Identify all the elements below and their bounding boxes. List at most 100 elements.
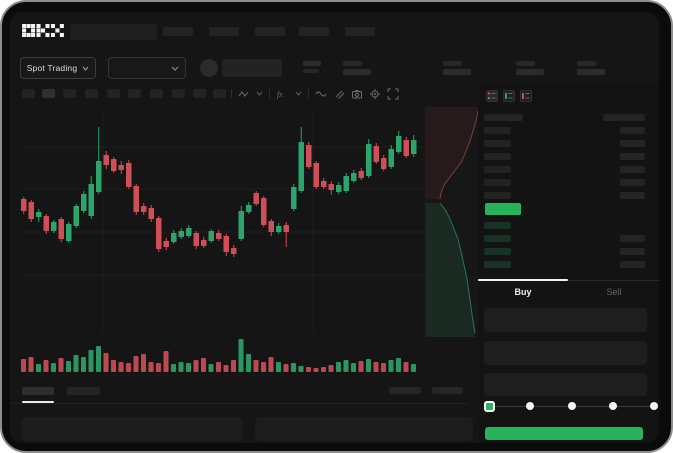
bottom-table-1 (255, 417, 473, 441)
stat-label-0 (343, 61, 362, 66)
price-change-placeholder (303, 69, 319, 73)
orderbook-mode-bids-icon[interactable] (503, 90, 515, 102)
ask-price-0[interactable] (484, 127, 511, 134)
bid-price-0[interactable] (484, 222, 511, 229)
orderbook-col-header-price (484, 114, 523, 121)
search-input[interactable] (70, 24, 157, 40)
slider-step-4[interactable] (650, 402, 658, 410)
bid-amount-3[interactable] (620, 261, 645, 268)
nav-item-4[interactable] (345, 27, 375, 36)
ask-amount-2[interactable] (620, 153, 645, 160)
chevron-down-icon[interactable] (295, 91, 302, 96)
ask-amount-5[interactable] (620, 192, 645, 199)
candle-style-icon[interactable] (238, 88, 250, 100)
bottom-active-tab-indicator (22, 401, 54, 403)
stat-label-3 (577, 61, 596, 66)
orderbook-mode-all-icon[interactable] (486, 90, 498, 102)
ask-amount-4[interactable] (620, 179, 645, 186)
stat-label-2 (516, 61, 535, 66)
tab-sell[interactable]: Sell (606, 287, 622, 297)
stat-value-2 (516, 69, 544, 75)
settings-gear-icon[interactable] (369, 88, 381, 100)
chart-toolbar: fx (231, 87, 399, 100)
buy-button[interactable] (485, 427, 643, 440)
ask-price-1[interactable] (484, 140, 511, 147)
slider-step-0[interactable] (483, 401, 495, 412)
tab-buy[interactable]: Buy (514, 287, 532, 297)
last-price-placeholder (303, 61, 321, 66)
timeframe-button-8[interactable] (193, 89, 206, 98)
buy-tab-active-indicator (478, 279, 568, 281)
ask-price-2[interactable] (484, 153, 511, 160)
bid-price-1[interactable] (484, 235, 511, 242)
timeframe-button-2[interactable] (63, 89, 76, 98)
trade-input-2[interactable] (484, 373, 647, 396)
timeframe-button-5[interactable] (128, 89, 141, 98)
book-all-glyph (488, 92, 496, 99)
chevron-down-icon (82, 66, 89, 71)
bid-price-3[interactable] (484, 261, 511, 268)
bid-price-2[interactable] (484, 248, 511, 255)
nav-item-3[interactable] (299, 27, 329, 36)
chevron-down-icon[interactable] (256, 91, 263, 96)
orderbook-mode-asks-icon[interactable] (520, 90, 532, 102)
market-type-label: Spot Trading (26, 63, 78, 73)
ask-price-5[interactable] (484, 192, 511, 199)
timeframe-button-0[interactable] (22, 89, 35, 98)
ask-amount-0[interactable] (620, 127, 645, 134)
ask-price-4[interactable] (484, 179, 511, 186)
trade-input-1[interactable] (484, 341, 647, 365)
nav-item-0[interactable] (163, 27, 193, 36)
svg-text:fx: fx (277, 90, 283, 99)
bottom-action-0[interactable] (389, 387, 421, 394)
bid-amount-2[interactable] (620, 248, 645, 255)
candlestick-chart[interactable] (20, 111, 428, 335)
timeframe-button-9[interactable] (213, 89, 226, 98)
ask-price-3[interactable] (484, 166, 511, 173)
timeframe-button-7[interactable] (172, 89, 185, 98)
bid-amount-1[interactable] (620, 235, 645, 242)
timeframe-button-1[interactable] (42, 89, 55, 98)
bottom-table-0 (22, 417, 242, 441)
fullscreen-icon[interactable] (387, 88, 399, 100)
slider-step-2[interactable] (567, 402, 576, 410)
nav-item-1[interactable] (209, 27, 239, 36)
timeframe-button-4[interactable] (107, 89, 120, 98)
stat-label-1 (443, 61, 462, 66)
line-overlay-icon[interactable] (315, 88, 327, 100)
bottom-action-1[interactable] (432, 387, 463, 394)
stat-value-1 (443, 69, 471, 75)
book-asks-glyph (522, 93, 530, 99)
market-type-dropdown[interactable]: Spot Trading (20, 57, 96, 79)
indicators-icon[interactable]: fx (276, 88, 289, 100)
stat-value-3 (577, 69, 605, 75)
bottom-tab-0[interactable] (22, 387, 54, 395)
app-window: Spot Trading fx (10, 12, 659, 443)
ask-amount-3[interactable] (620, 166, 645, 173)
trade-input-0[interactable] (484, 308, 647, 332)
toolbar-divider (308, 88, 309, 99)
slider-step-3[interactable] (608, 402, 617, 410)
toolbar-divider (269, 88, 270, 99)
ask-amount-1[interactable] (620, 140, 645, 147)
depth-panel[interactable] (425, 107, 479, 337)
pair-name-placeholder (222, 59, 282, 77)
depth-chart (426, 107, 479, 337)
pair-logo-avatar[interactable] (200, 59, 218, 77)
timeframe-button-6[interactable] (150, 89, 163, 98)
timeframe-button-3[interactable] (85, 89, 98, 98)
camera-icon[interactable] (351, 88, 363, 100)
slider-step-1[interactable] (526, 402, 535, 410)
okx-logo (22, 24, 64, 37)
volume-chart[interactable] (20, 338, 428, 372)
nav-item-2[interactable] (255, 27, 285, 36)
orderbook-col-header-amount (603, 114, 645, 121)
pair-selector-dropdown[interactable] (108, 57, 186, 79)
orderbook-last-price[interactable] (485, 203, 521, 215)
chevron-down-icon (171, 66, 179, 71)
bottom-tabs-divider (10, 403, 468, 404)
stat-value-0 (343, 69, 371, 75)
bottom-tab-1[interactable] (67, 387, 100, 395)
draw-tools-icon[interactable] (333, 88, 345, 100)
